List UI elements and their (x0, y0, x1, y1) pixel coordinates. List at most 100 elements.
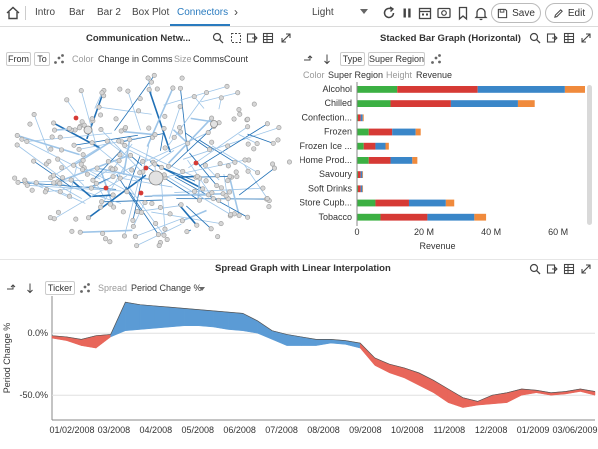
network-node[interactable] (236, 212, 242, 218)
network-node[interactable] (31, 158, 37, 164)
bar-segment[interactable] (445, 199, 455, 207)
network-node[interactable] (14, 142, 20, 148)
network-node[interactable] (98, 126, 104, 132)
network-node[interactable] (125, 88, 131, 94)
network-node[interactable] (89, 140, 95, 146)
network-node[interactable] (210, 196, 216, 202)
bar-segment[interactable] (357, 128, 369, 136)
network-node[interactable] (286, 159, 292, 165)
network-node[interactable] (51, 120, 57, 126)
network-node[interactable] (96, 104, 102, 110)
bar-segment[interactable] (474, 213, 487, 221)
bar-segment[interactable] (362, 185, 364, 193)
network-node[interactable] (51, 180, 57, 186)
network-node[interactable] (194, 222, 200, 228)
network-node[interactable] (102, 236, 108, 242)
network-node[interactable] (203, 178, 209, 184)
bar-segment[interactable] (415, 128, 421, 136)
network-node[interactable] (146, 87, 152, 93)
bar-segment[interactable] (357, 142, 364, 150)
network-node[interactable] (225, 178, 231, 184)
sort-icon[interactable] (321, 53, 333, 65)
chevron-down-icon[interactable] (360, 9, 368, 14)
network-node[interactable] (227, 173, 233, 179)
network-node[interactable] (66, 193, 72, 199)
table-icon[interactable] (563, 263, 575, 275)
network-node[interactable] (207, 146, 213, 152)
network-node[interactable] (130, 217, 136, 223)
bar-segment[interactable] (363, 142, 376, 150)
network-node[interactable] (57, 134, 63, 140)
network-node[interactable] (209, 115, 215, 121)
network-node[interactable] (98, 112, 104, 118)
network-node[interactable] (151, 72, 157, 78)
network-node[interactable] (177, 104, 183, 110)
bar-segment[interactable] (358, 114, 361, 122)
network-node[interactable] (73, 216, 79, 222)
spread-segment[interactable] (242, 312, 258, 334)
spread-segment[interactable] (213, 310, 229, 330)
network-node[interactable] (162, 145, 168, 151)
network-node[interactable] (117, 86, 123, 92)
network-node[interactable] (214, 173, 220, 179)
network-node[interactable] (123, 125, 129, 131)
network-node[interactable] (171, 134, 177, 140)
network-node[interactable] (117, 175, 123, 181)
network-node[interactable] (89, 116, 95, 122)
maximize-icon[interactable] (580, 32, 592, 44)
bar-segment[interactable] (357, 171, 359, 178)
network-node[interactable] (209, 190, 215, 196)
network-node[interactable] (225, 163, 231, 169)
network-node[interactable] (33, 180, 39, 186)
network-node[interactable] (214, 183, 220, 189)
refresh-icon[interactable] (381, 5, 397, 21)
network-node[interactable] (156, 243, 162, 249)
spread-segment[interactable] (536, 389, 552, 396)
bar-segment[interactable] (357, 157, 369, 164)
network-node-highlight[interactable] (143, 165, 149, 171)
network-node[interactable] (113, 116, 119, 122)
network-node[interactable] (148, 79, 154, 85)
network-node[interactable] (155, 232, 161, 238)
spread-segment[interactable] (492, 392, 508, 405)
network-node[interactable] (85, 215, 91, 221)
network-node[interactable] (276, 125, 282, 131)
network-node[interactable] (137, 96, 143, 102)
spread-segment[interactable] (565, 388, 581, 395)
network-node[interactable] (134, 243, 140, 249)
export-icon[interactable] (246, 32, 258, 44)
network-node[interactable] (228, 212, 234, 218)
network-node[interactable] (235, 90, 241, 96)
bar-settings-icon[interactable] (430, 53, 442, 65)
pause-icon[interactable] (399, 5, 415, 21)
network-node[interactable] (104, 138, 110, 144)
spread-graph[interactable]: 0.0% -50.0% Period Change % 01/02/2008 03/20… (0, 290, 598, 449)
network-node[interactable] (84, 171, 90, 177)
network-node[interactable] (234, 174, 240, 180)
network-hub-node[interactable] (83, 125, 93, 135)
bar-segment[interactable] (397, 86, 478, 93)
tab-bar[interactable]: Bar (69, 7, 85, 18)
network-node[interactable] (48, 146, 54, 152)
network-node[interactable] (140, 158, 146, 164)
spread-segment[interactable] (139, 304, 155, 330)
network-node[interactable] (78, 88, 84, 94)
bar-segment[interactable] (357, 100, 391, 107)
network-node[interactable] (245, 124, 251, 130)
network-node[interactable] (184, 229, 190, 235)
network-node[interactable] (271, 165, 277, 171)
ticker-selector[interactable]: Ticker (45, 281, 75, 295)
network-hub-node[interactable] (210, 120, 218, 128)
maximize-icon[interactable] (280, 32, 292, 44)
network-node[interactable] (71, 162, 77, 168)
to-selector[interactable]: To (34, 52, 50, 66)
network-node[interactable] (216, 197, 222, 203)
network-node[interactable] (55, 209, 61, 215)
bar-segment[interactable] (385, 142, 389, 150)
network-node[interactable] (152, 161, 158, 167)
network-node[interactable] (205, 130, 211, 136)
network-node[interactable] (116, 138, 122, 144)
network-node[interactable] (31, 111, 37, 117)
network-node[interactable] (255, 170, 261, 176)
spread-settings-icon[interactable] (79, 282, 91, 294)
